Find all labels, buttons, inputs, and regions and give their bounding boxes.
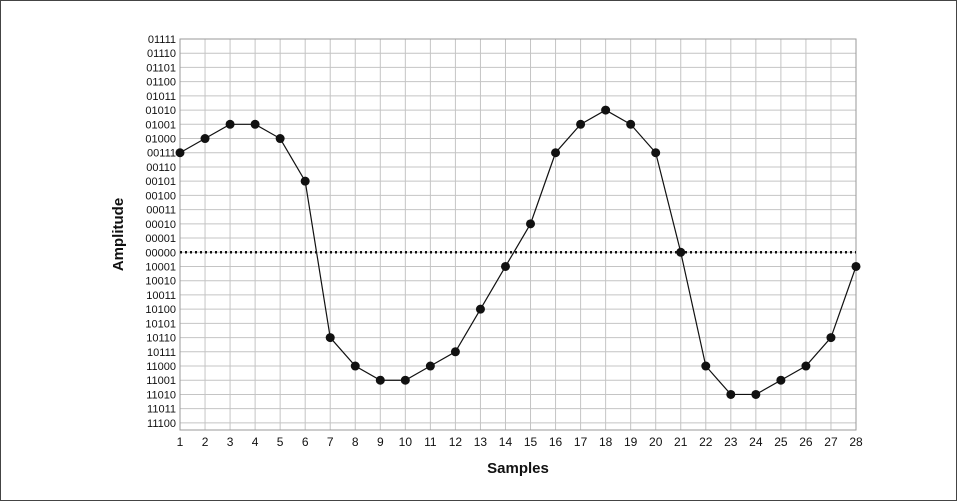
y-tick-label: 00111 — [147, 148, 176, 160]
x-tick-labels: 1 2 3 4 5 6 7 8 9 10 11 12 13 14 15 16 17 18 19 20 21 22 23 24 2… — [177, 435, 863, 449]
y-tick-label: 00010 — [145, 219, 176, 231]
data-point — [651, 148, 661, 158]
y-tick-label: 01011 — [146, 91, 176, 103]
data-point — [576, 119, 586, 129]
data-point — [350, 361, 360, 371]
data-point — [325, 333, 335, 343]
x-tick-label: 2 — [202, 435, 209, 449]
x-tick-label: 1 — [177, 435, 184, 449]
data-point — [676, 247, 686, 257]
y-tick-label: 00000 — [145, 247, 176, 259]
data-points — [175, 105, 861, 399]
data-point — [425, 361, 435, 371]
data-point — [250, 119, 260, 129]
y-tick-label: 10101 — [145, 318, 176, 330]
x-tick-label: 28 — [849, 435, 863, 449]
data-point — [225, 119, 235, 129]
x-tick-label: 14 — [499, 435, 513, 449]
data-point — [200, 134, 210, 144]
y-tick-label: 10100 — [145, 304, 176, 316]
data-point — [375, 375, 385, 385]
x-tick-label: 9 — [377, 435, 384, 449]
y-tick-label: 01111 — [148, 34, 176, 46]
data-point — [851, 261, 861, 271]
x-tick-label: 4 — [252, 435, 259, 449]
y-tick-label: 10010 — [145, 276, 176, 288]
y-tick-label: 11000 — [146, 361, 176, 373]
data-point — [500, 261, 510, 271]
y-tick-label: 11100 — [147, 418, 176, 430]
data-point — [801, 361, 811, 371]
x-tick-label: 16 — [549, 435, 563, 449]
series-line — [179, 109, 857, 396]
y-tick-label: 11010 — [146, 389, 176, 401]
x-tick-label: 18 — [599, 435, 613, 449]
y-tick-label: 00100 — [145, 190, 176, 202]
x-tick-label: 8 — [352, 435, 359, 449]
x-tick-label: 13 — [474, 435, 488, 449]
x-axis-label: Samples — [487, 460, 549, 477]
data-point — [175, 148, 185, 158]
y-tick-label: 10001 — [145, 261, 176, 273]
x-tick-label: 20 — [649, 435, 663, 449]
x-tick-label: 12 — [449, 435, 463, 449]
y-tick-label: 11001 — [146, 375, 176, 387]
y-tick-label: 00110 — [146, 162, 176, 174]
x-tick-label: 24 — [749, 435, 763, 449]
x-tick-label: 17 — [574, 435, 588, 449]
x-tick-label: 22 — [699, 435, 713, 449]
x-tick-label: 19 — [624, 435, 638, 449]
data-point — [450, 347, 460, 357]
x-tick-label: 27 — [824, 435, 838, 449]
y-tick-labels: 11100 11011 11010 11001 11000 10111 10110 10101… — [145, 34, 176, 430]
y-tick-label: 00101 — [145, 176, 176, 188]
plot-border — [179, 38, 857, 431]
y-tick-label: 01000 — [145, 134, 176, 146]
y-tick-label: 10111 — [147, 347, 176, 359]
x-tick-label: 15 — [524, 435, 538, 449]
data-point — [826, 333, 836, 343]
data-point — [751, 389, 761, 399]
data-point — [701, 361, 711, 371]
data-point — [400, 375, 410, 385]
data-point — [601, 105, 611, 115]
y-tick-label: 00001 — [145, 233, 176, 245]
y-tick-label: 01001 — [145, 119, 176, 131]
x-tick-label: 7 — [327, 435, 334, 449]
x-tick-label: 23 — [724, 435, 738, 449]
x-tick-label: 10 — [399, 435, 413, 449]
x-tick-label: 21 — [674, 435, 688, 449]
y-tick-label: 01100 — [146, 77, 176, 89]
x-tick-label: 5 — [277, 435, 284, 449]
y-tick-label: 00011 — [146, 205, 176, 217]
y-tick-label: 10011 — [146, 290, 176, 302]
x-tick-label: 3 — [227, 435, 234, 449]
data-point — [551, 148, 561, 158]
x-tick-label: 11 — [424, 435, 437, 449]
y-tick-label: 11011 — [147, 404, 176, 416]
x-tick-label: 26 — [799, 435, 813, 449]
data-point — [526, 219, 536, 229]
y-tick-label: 01010 — [145, 105, 176, 117]
x-tick-label: 6 — [302, 435, 309, 449]
y-tick-label: 01110 — [147, 48, 176, 60]
data-point — [475, 304, 485, 314]
grid — [179, 38, 857, 431]
y-axis-label: Amplitude — [110, 198, 127, 271]
x-tick-label: 25 — [774, 435, 788, 449]
data-point — [626, 119, 636, 129]
y-tick-label: 10110 — [146, 333, 176, 345]
data-point — [726, 389, 736, 399]
data-point — [300, 176, 310, 186]
data-point — [275, 134, 285, 144]
y-tick-label: 01101 — [146, 62, 176, 74]
data-point — [776, 375, 786, 385]
